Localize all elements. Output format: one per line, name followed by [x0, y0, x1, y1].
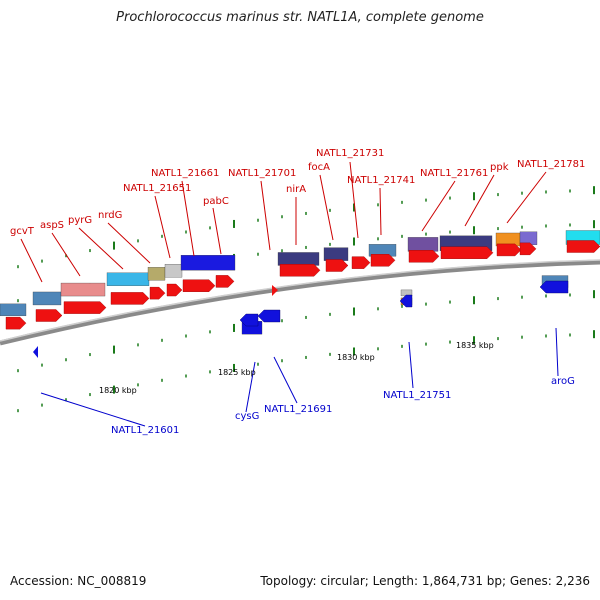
- gene-label-NATL1_21731[interactable]: NATL1_21731: [316, 148, 384, 159]
- forward-cds-arrow: [5, 316, 27, 330]
- reverse-cds-arrow: [399, 294, 413, 308]
- scale-label-1825: 1825 kbp: [218, 368, 256, 377]
- gene-label-nirA[interactable]: nirA: [286, 184, 306, 195]
- gene-label-NATL1_21781[interactable]: NATL1_21781: [517, 159, 585, 170]
- cds-box: [106, 272, 150, 286]
- cds-box: [0, 303, 27, 317]
- genome-summary-text: Topology: circular; Length: 1,864,731 bp…: [260, 574, 590, 588]
- scale-label-1835: 1835 kbp: [456, 341, 494, 350]
- cds-box: [407, 237, 439, 252]
- scale-label-1830: 1830 kbp: [337, 353, 375, 362]
- forward-cds-arrow: [272, 285, 278, 296]
- gene-label-focA[interactable]: focA: [308, 162, 330, 173]
- forward-cds-arrow: [566, 240, 600, 253]
- reverse-cds-arrow: [33, 346, 38, 358]
- forward-cds-arrow: [351, 256, 371, 269]
- gene-label-NATL1_21651[interactable]: NATL1_21651: [123, 183, 191, 194]
- forward-cds-arrow: [110, 292, 150, 305]
- leader-line-reverse: [273, 356, 298, 404]
- reverse-labels: NATL1_21601 cysG NATL1_21691 NATL1_21751…: [111, 376, 575, 436]
- leader-line-forward: [107, 222, 151, 264]
- gene-label-aroG[interactable]: aroG: [551, 376, 575, 387]
- gene-label-pyrG[interactable]: pyrG: [68, 215, 92, 226]
- gene-label-NATL1_21761[interactable]: NATL1_21761: [420, 168, 488, 179]
- leader-line-forward: [379, 187, 382, 236]
- cds-box: [277, 252, 320, 266]
- gene-label-NATL1_21661[interactable]: NATL1_21661: [151, 168, 219, 179]
- forward-cds-arrow: [279, 264, 321, 277]
- gene-label-NATL1_21751[interactable]: NATL1_21751: [383, 390, 451, 401]
- gene-label-gcvT[interactable]: gcvT: [10, 226, 35, 237]
- tick-marks: [17, 186, 595, 413]
- cds-box: [164, 264, 183, 278]
- map-title: Prochlorococcus marinus str. NATL1A, com…: [116, 10, 484, 25]
- scale-label-1820: 1820 kbp: [99, 386, 137, 395]
- genome-backbone-highlight: [0, 259, 600, 342]
- gene-label-NATL1_21741[interactable]: NATL1_21741: [347, 175, 415, 186]
- cds-box: [180, 255, 236, 271]
- leader-line-forward: [260, 180, 271, 251]
- reverse-cds-arrow: [539, 280, 569, 294]
- leader-line-forward: [212, 207, 222, 255]
- gene-label-pabC[interactable]: pabC: [203, 196, 229, 207]
- cds-box: [32, 291, 62, 306]
- leader-line-reverse: [40, 392, 146, 427]
- forward-cds-arrow: [496, 243, 522, 257]
- label-leaders: [20, 161, 559, 427]
- leader-line-forward: [421, 180, 456, 232]
- leader-line-forward: [20, 238, 43, 283]
- leader-line-reverse: [408, 341, 414, 389]
- cds-box: [147, 267, 166, 281]
- feature-track: [0, 230, 600, 358]
- leader-line-forward: [181, 180, 195, 257]
- gene-label-cysG[interactable]: cysG: [235, 411, 259, 422]
- forward-cds-arrow: [149, 286, 166, 300]
- forward-cds-arrow: [166, 283, 183, 297]
- forward-cds-arrow: [215, 275, 235, 288]
- gene-label-NATL1_21601[interactable]: NATL1_21601: [111, 425, 179, 436]
- genome-backbone: [0, 259, 600, 346]
- leader-line-forward: [506, 171, 547, 224]
- leader-line-forward: [154, 195, 171, 259]
- reverse-cds-arrow: [239, 313, 259, 327]
- reverse-cds-arrow: [257, 309, 281, 323]
- cds-box: [323, 247, 349, 261]
- gene-label-nrdG[interactable]: nrdG: [98, 210, 122, 221]
- cds-box: [60, 282, 106, 297]
- leader-line-reverse: [555, 327, 559, 377]
- leader-line-forward: [78, 227, 124, 270]
- forward-cds-arrow: [182, 279, 216, 292]
- gene-label-aspS[interactable]: aspS: [40, 220, 64, 231]
- forward-cds-arrow: [519, 242, 537, 256]
- forward-cds-arrow: [408, 250, 440, 263]
- forward-cds-arrow: [63, 301, 107, 314]
- forward-cds-arrow: [370, 254, 396, 267]
- forward-cds-arrow: [440, 246, 494, 259]
- gene-label-ppk[interactable]: ppk: [490, 162, 509, 173]
- leader-line-forward: [349, 161, 359, 239]
- gene-label-NATL1_21691[interactable]: NATL1_21691: [264, 404, 332, 415]
- forward-cds-arrow: [35, 309, 63, 322]
- forward-cds-arrow: [325, 259, 349, 272]
- forward-labels: gcvT aspS pyrG nrdG NATL1_21651 NATL1_21…: [10, 148, 585, 237]
- leader-line-forward: [319, 174, 334, 241]
- scale-labels: 1820 kbp 1825 kbp 1830 kbp 1835 kbp: [99, 341, 494, 395]
- leader-line-forward: [51, 232, 81, 277]
- leader-line-reverse: [245, 361, 256, 413]
- gene-label-NATL1_21701[interactable]: NATL1_21701: [228, 168, 296, 179]
- leader-line-forward: [464, 174, 495, 227]
- accession-text: Accession: NC_008819: [10, 574, 147, 588]
